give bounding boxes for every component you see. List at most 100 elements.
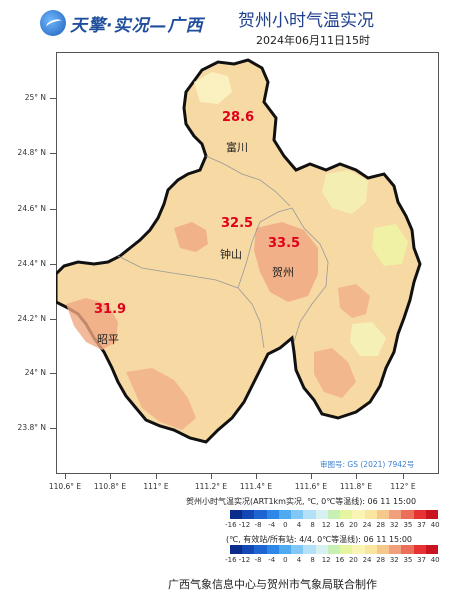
legend-color-swatch [266, 510, 279, 519]
legend-color-swatch [340, 545, 353, 554]
legend-tick-label: 8 [310, 521, 315, 529]
cool-area-southeast [350, 322, 386, 356]
city-temp-zhaoping: 31.9 [94, 302, 127, 317]
legend-colorbar-station [230, 545, 438, 554]
warm-area-southeast [314, 348, 356, 398]
legend-tick-label: -12 [238, 521, 251, 529]
legend-tick-label: 40 [430, 556, 440, 564]
cool-area-northeast [322, 170, 368, 214]
legend-tick-label: 16 [335, 521, 345, 529]
legend-color-swatch [413, 510, 426, 519]
legend-tick-label: 12 [321, 521, 331, 529]
legend-color-swatch [401, 510, 414, 519]
legend-color-swatch [242, 545, 255, 554]
lon-label: 111.6° E [294, 482, 328, 491]
legend-tick-label: -16 [225, 521, 237, 529]
legend-color-swatch [266, 545, 279, 554]
legend-color-swatch [230, 545, 243, 554]
warm-area-south [126, 368, 196, 430]
legend-tick-label: 20 [348, 556, 358, 564]
legend-ticks-grid: -16 -12 -8 -4 0 4 8 12 16 20 24 28 32 35 37 40 [224, 521, 442, 529]
legend-tick-label: 35 [403, 521, 413, 529]
legend-tick-label: 28 [376, 521, 386, 529]
legend-color-swatch [291, 510, 304, 519]
lat-label: 24.4° N [17, 259, 46, 268]
legend-color-swatch [278, 510, 292, 519]
legend-color-swatch [425, 510, 438, 519]
legend-color-swatch [303, 545, 316, 554]
logo: 天擎·实况—广西 [40, 10, 203, 36]
lon-label: 111.4° E [239, 482, 273, 491]
lon-label: 110.6° E [48, 482, 82, 491]
legend-tick-label: -12 [238, 556, 251, 564]
header: 天擎·实况—广西 贺州小时气温实况 2024年06月11日15时 [0, 0, 449, 50]
county-boundary [205, 155, 291, 207]
hezhou-region [56, 58, 422, 444]
lat-label: 24° N [24, 368, 46, 377]
cool-area-east [372, 224, 408, 266]
warm-area-east [338, 284, 370, 318]
legend-tick-label: 12 [321, 556, 331, 564]
legend-color-swatch [376, 510, 390, 519]
legend-color-swatch [352, 545, 365, 554]
legend-color-swatch [340, 510, 353, 519]
legend-color-swatch [254, 545, 267, 554]
legend-tick-label: 24 [362, 556, 372, 564]
map-title: 贺州小时气温实况 [238, 11, 374, 31]
lon-label: 112° E [390, 482, 416, 491]
lon-label: 111° E [143, 482, 169, 491]
legend-color-swatch [413, 545, 426, 554]
city-name-zhaoping: 昭平 [97, 333, 119, 346]
legend-tick-label: 4 [296, 521, 302, 529]
legend-tick-label: 8 [310, 556, 315, 564]
city-name-hezhou: 贺州 [272, 266, 294, 279]
legend-color-swatch [230, 510, 243, 519]
legend-color-swatch [242, 510, 255, 519]
legend-colorbar-grid [230, 510, 438, 519]
legend-tick-label: 24 [362, 521, 372, 529]
legend-tick-label: 35 [403, 556, 413, 564]
legend-tick-label: 32 [389, 556, 399, 564]
warm-area-zhaoping [66, 298, 118, 350]
lon-label: 111.8° E [339, 482, 373, 491]
legend-tick-label: 16 [335, 556, 345, 564]
legend-tick-label: 0 [283, 556, 288, 564]
legend-ticks-station: -16 -12 -8 -4 0 4 8 12 16 20 24 28 32 35 37 40 [224, 556, 442, 564]
lat-label: 24.8° N [17, 148, 46, 157]
city-name-fuchuan: 富川 [226, 141, 248, 154]
legend-color-swatch [376, 545, 390, 554]
legend-tick-label: 4 [296, 556, 302, 564]
legend-color-swatch [364, 545, 377, 554]
legend-color-swatch [327, 545, 341, 554]
legend-color-swatch [254, 510, 267, 519]
logo-icon [40, 10, 66, 36]
legend-tick-label: 37 [417, 521, 427, 529]
warm-area-zhongshan [174, 222, 208, 252]
lon-label: 110.8° E [93, 482, 127, 491]
county-boundary [237, 207, 293, 289]
legend-tick-label: -16 [225, 556, 237, 564]
footer-credit: 广西气象信息中心与贺州市气象局联合制作 [168, 578, 377, 591]
legend-color-swatch [315, 545, 328, 554]
legend-tick-label: 37 [417, 556, 427, 564]
legend-color-swatch [401, 545, 414, 554]
warm-area-hezhou [254, 222, 318, 302]
lat-label: 23.8° N [17, 423, 46, 432]
lat-label: 24.2° N [17, 314, 46, 323]
map-approval-number: 审图号: GS (2021) 7942号 [320, 460, 415, 469]
legend-color-swatch [389, 545, 402, 554]
legend-color-swatch [315, 510, 328, 519]
legend-tick-label: -4 [268, 556, 276, 564]
legend-tick-label: 32 [389, 521, 399, 529]
legend-tick-label: 40 [430, 521, 440, 529]
legend-tick-label: -4 [268, 521, 276, 529]
county-boundary [117, 255, 265, 349]
lat-label: 24.6° N [17, 204, 46, 213]
city-temp-zhongshan: 32.5 [221, 216, 254, 231]
legend-tick-label: -8 [254, 521, 262, 529]
city-name-zhongshan: 钟山 [220, 248, 242, 261]
county-boundary [291, 207, 329, 343]
city-temp-hezhou: 33.5 [268, 236, 301, 251]
legend-tick-label: 0 [283, 521, 288, 529]
cool-area-north [194, 72, 232, 104]
